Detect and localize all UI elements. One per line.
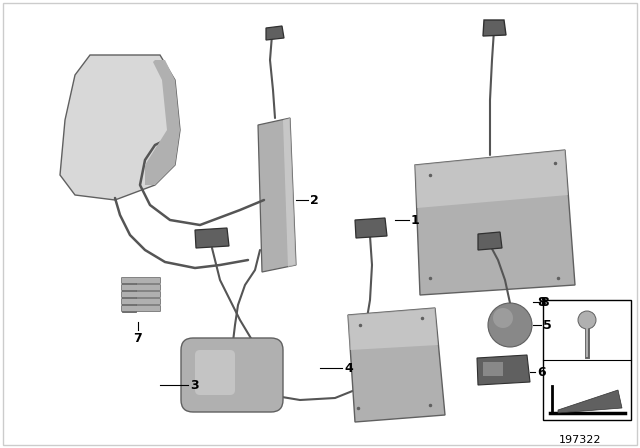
Polygon shape xyxy=(145,60,180,185)
Bar xyxy=(483,362,503,376)
FancyBboxPatch shape xyxy=(181,338,283,412)
Polygon shape xyxy=(558,390,622,413)
Text: 8: 8 xyxy=(537,296,546,309)
Text: 2: 2 xyxy=(310,194,319,207)
Polygon shape xyxy=(355,218,387,238)
Polygon shape xyxy=(348,308,445,422)
Text: 3: 3 xyxy=(190,379,198,392)
FancyBboxPatch shape xyxy=(122,292,161,297)
Circle shape xyxy=(578,311,596,329)
Text: 5: 5 xyxy=(543,319,552,332)
Polygon shape xyxy=(478,232,502,250)
Polygon shape xyxy=(195,228,229,248)
Polygon shape xyxy=(348,308,438,350)
Text: 1: 1 xyxy=(411,214,420,227)
FancyBboxPatch shape xyxy=(122,298,161,305)
Text: 4: 4 xyxy=(344,362,353,375)
Polygon shape xyxy=(60,55,180,200)
FancyBboxPatch shape xyxy=(122,277,161,284)
FancyBboxPatch shape xyxy=(195,350,235,395)
Bar xyxy=(543,300,631,420)
FancyBboxPatch shape xyxy=(122,306,161,311)
Polygon shape xyxy=(258,118,296,272)
Polygon shape xyxy=(266,26,284,40)
Circle shape xyxy=(493,308,513,328)
Polygon shape xyxy=(483,20,506,36)
Text: 197322: 197322 xyxy=(559,435,601,445)
Polygon shape xyxy=(415,150,575,295)
Text: 6: 6 xyxy=(537,366,546,379)
Polygon shape xyxy=(477,355,530,385)
FancyBboxPatch shape xyxy=(122,284,161,290)
Text: 8: 8 xyxy=(540,296,548,309)
Text: 7: 7 xyxy=(134,332,142,345)
Polygon shape xyxy=(415,150,568,208)
Polygon shape xyxy=(283,118,296,267)
Bar xyxy=(122,278,136,312)
Circle shape xyxy=(488,303,532,347)
